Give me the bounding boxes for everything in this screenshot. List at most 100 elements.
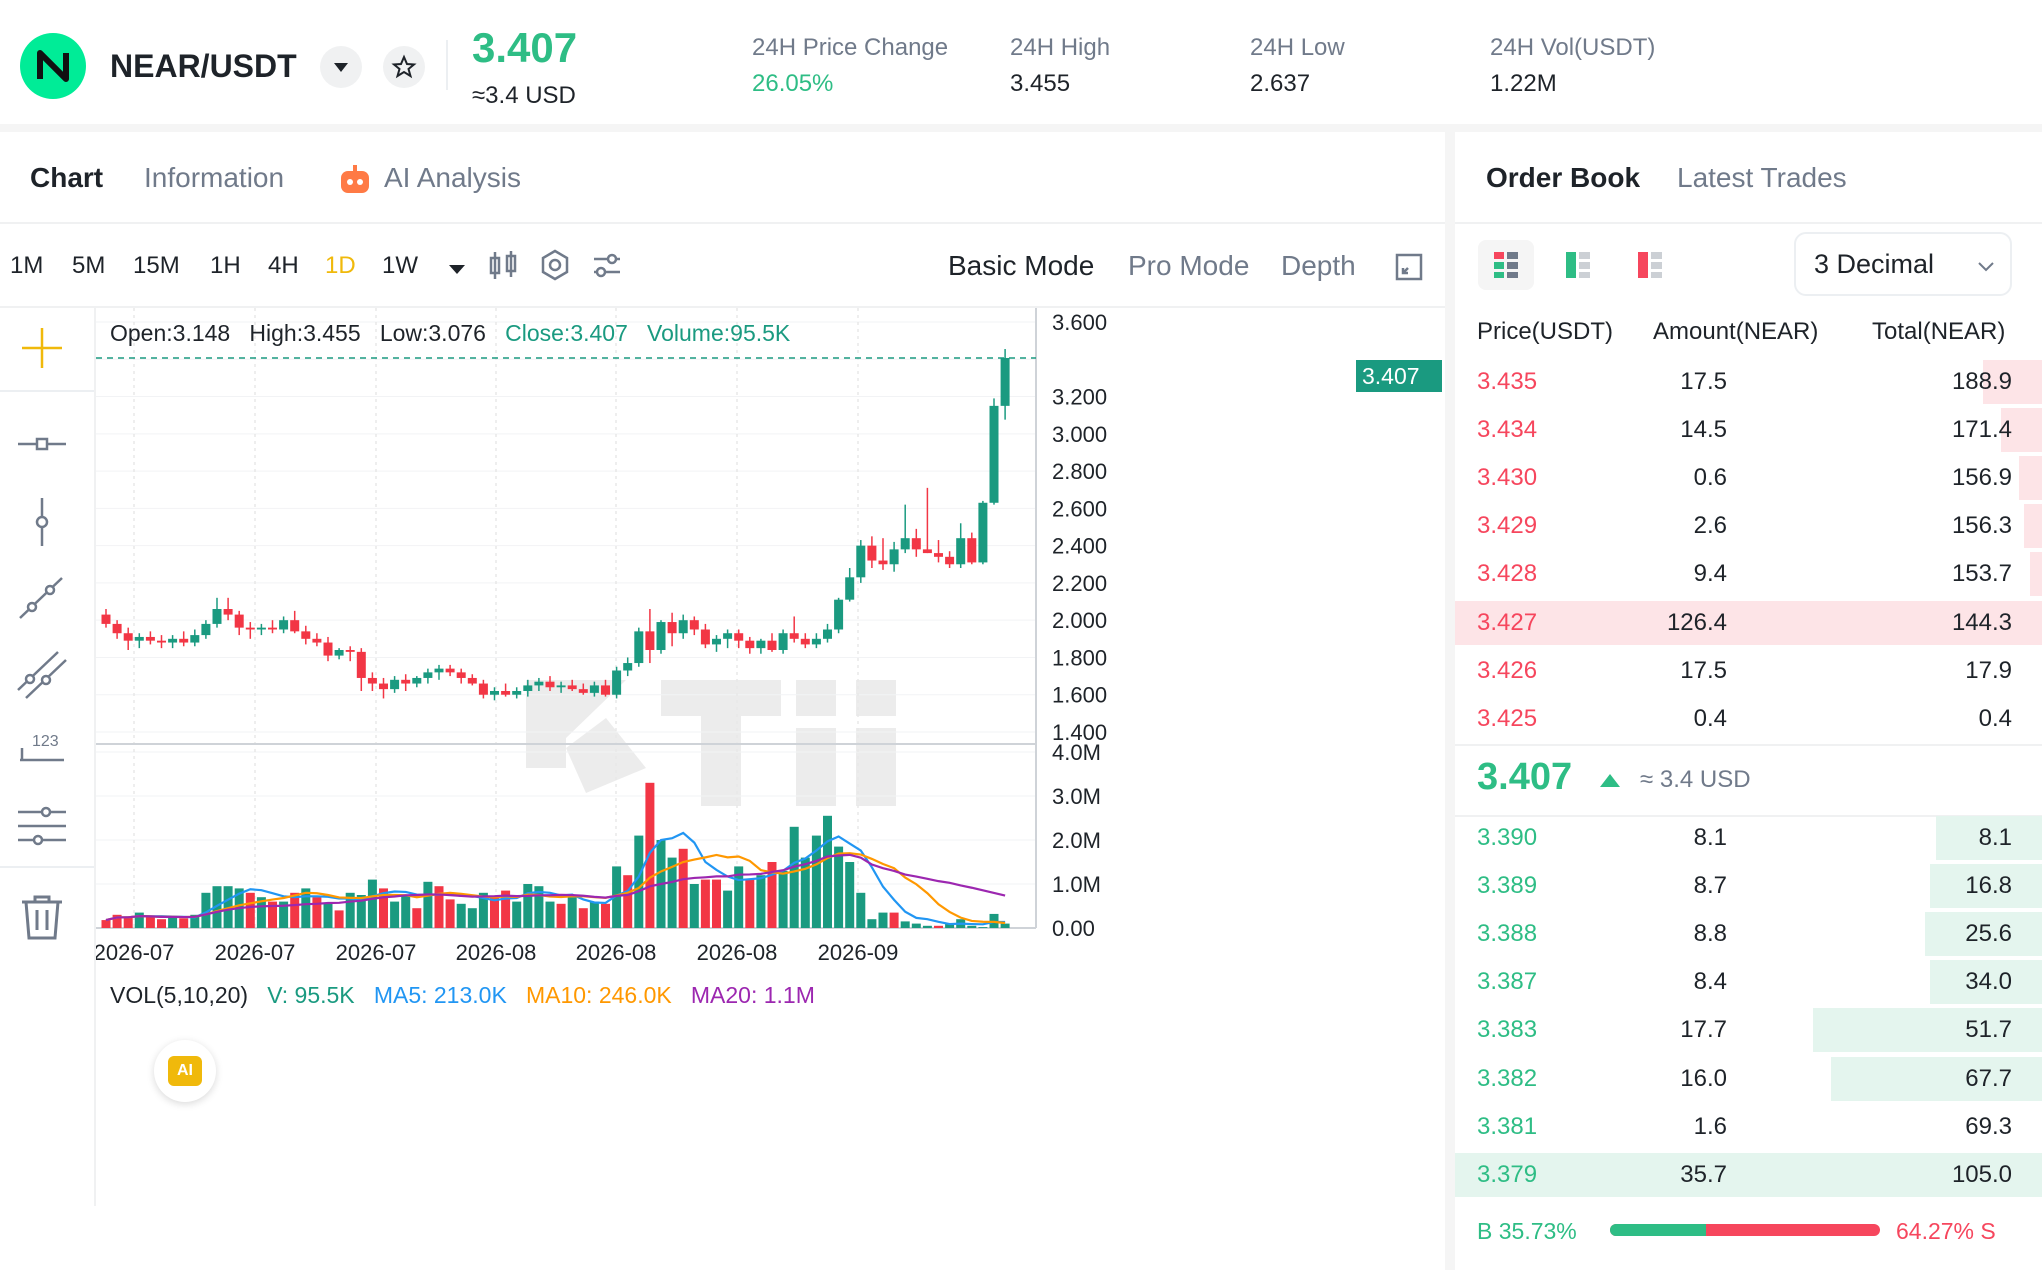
ask-depth-bar	[2000, 408, 2042, 453]
bid-row[interactable]: 3.381 1.6 69.3	[1455, 1103, 2042, 1151]
stat-label-high: 24H High	[1010, 34, 1111, 61]
volume-bar	[700, 879, 710, 928]
timeframe-1w[interactable]: 1W	[382, 252, 418, 279]
bid-row[interactable]: 3.390 8.1 8.1	[1455, 814, 2042, 862]
book-divider-top	[1455, 744, 2042, 746]
bid-row[interactable]: 3.387 8.4 34.0	[1455, 958, 2042, 1006]
pair-dropdown-button[interactable]	[320, 46, 362, 88]
candle-body	[312, 638, 322, 643]
candle-body	[290, 620, 300, 632]
bid-row[interactable]: 3.379 35.7 105.0	[1455, 1151, 2042, 1199]
timeframe-more-icon[interactable]	[446, 258, 468, 280]
price-chart[interactable]: 3.600 3.200 3.000 2.800 2.600 2.400 2.200 2.000…	[96, 308, 1445, 1268]
mode-depth[interactable]: Depth	[1281, 250, 1356, 281]
volume-bar	[390, 901, 400, 928]
decimal-select[interactable]: 3 Decimal	[1794, 232, 2012, 296]
timeframe-5m[interactable]: 5M	[72, 252, 106, 279]
timeframe-4h[interactable]: 4H	[268, 252, 299, 279]
tab-chart[interactable]: Chart	[30, 162, 104, 193]
col-price: Price(USDT)	[1477, 318, 1613, 345]
horizontal-line-tool-icon[interactable]	[16, 418, 68, 470]
ask-amount: 0.4	[1693, 704, 1727, 732]
bid-total: 69.3	[1965, 1112, 2012, 1140]
candle-body	[456, 672, 466, 678]
candle-type-icon[interactable]	[486, 248, 520, 282]
volume-bar	[667, 857, 677, 928]
pair-name[interactable]: NEAR/USDT	[110, 48, 297, 84]
bid-row[interactable]: 3.382 16.0 67.7	[1455, 1055, 2042, 1103]
volume-bar	[423, 881, 433, 928]
tab-order-book[interactable]: Order Book	[1486, 162, 1641, 193]
ask-row[interactable]: 3.426 17.5 17.9	[1455, 647, 2042, 695]
candle-body	[767, 640, 777, 650]
timeframe-1h[interactable]: 1H	[210, 252, 241, 279]
ask-amount: 126.4	[1666, 608, 1727, 636]
mode-pro[interactable]: Pro Mode	[1128, 250, 1250, 281]
favorite-star-icon[interactable]	[383, 46, 425, 88]
ask-row[interactable]: 3.425 0.4 0.4	[1455, 695, 2042, 743]
trend-line-tool-icon[interactable]	[16, 572, 68, 624]
ask-price: 3.430	[1477, 464, 1538, 492]
timeframe-1m[interactable]: 1M	[10, 252, 44, 279]
ai-badge: AI	[168, 1056, 202, 1086]
price-tick-label: 2.000	[1052, 608, 1107, 633]
indicator-settings-icon[interactable]	[538, 248, 572, 282]
candle-body	[789, 633, 799, 639]
ai-assistant-button[interactable]: AI	[154, 1040, 216, 1102]
timeframe-15m[interactable]: 15M	[133, 252, 180, 279]
volume-bar	[712, 879, 721, 928]
bid-row[interactable]: 3.388 8.8 25.6	[1455, 910, 2042, 958]
ask-row[interactable]: 3.435 17.5 188.9	[1455, 358, 2042, 406]
book-view-both-icon[interactable]	[1478, 240, 1534, 290]
book-view-asks-icon[interactable]	[1622, 240, 1678, 290]
volume-bar	[490, 897, 499, 928]
ai-robot-icon	[338, 163, 372, 197]
vertical-line-tool-icon[interactable]	[16, 496, 68, 548]
candle-body	[900, 538, 910, 550]
pair-divider	[446, 40, 448, 90]
book-view-bids-icon[interactable]	[1550, 240, 1606, 290]
ask-amount: 9.4	[1693, 560, 1727, 588]
volume-bar	[356, 895, 366, 928]
stat-label-low: 24H Low	[1250, 34, 1345, 61]
bid-amount: 1.6	[1693, 1112, 1727, 1140]
mode-basic[interactable]: Basic Mode	[948, 250, 1095, 281]
tab-latest-trades[interactable]: Latest Trades	[1677, 162, 1847, 193]
volume-bar	[279, 901, 289, 928]
timeframe-1d[interactable]: 1D	[325, 252, 356, 279]
col-amount: Amount(NEAR)	[1653, 318, 1819, 345]
tab-information[interactable]: Information	[144, 162, 285, 193]
chart-settings-icon[interactable]	[590, 248, 624, 282]
price-label-tool-icon[interactable]: 123	[16, 726, 68, 778]
candle-body	[534, 681, 544, 686]
volume-bar	[201, 892, 211, 928]
candle-body	[678, 620, 688, 634]
volume-bar	[900, 921, 910, 928]
volume-bar	[856, 892, 866, 928]
candle-body	[157, 640, 166, 643]
parallel-channel-tool-icon[interactable]	[16, 648, 68, 700]
bid-row[interactable]: 3.389 8.7 16.8	[1455, 862, 2042, 910]
trash-icon[interactable]	[16, 892, 68, 944]
fibonacci-tool-icon[interactable]	[16, 800, 68, 852]
pair-header: NEAR/USDT 3.407 ≈3.4 USD 24H Price Chang…	[0, 0, 2042, 124]
ask-row[interactable]: 3.427 126.4 144.3	[1455, 599, 2042, 647]
ask-row[interactable]: 3.429 2.6 156.3	[1455, 502, 2042, 550]
candle-body	[656, 622, 666, 650]
ask-row[interactable]: 3.430 0.6 156.9	[1455, 454, 2042, 502]
bid-price: 3.381	[1477, 1112, 1538, 1140]
candle-body	[412, 677, 422, 684]
ma20-line	[105, 853, 1006, 922]
ask-price: 3.427	[1477, 608, 1538, 636]
current-price-tag: 3.407	[1356, 360, 1442, 392]
candle-body	[845, 577, 855, 600]
volume-bar	[467, 908, 477, 928]
ohlc-volume: Volume:95.5K	[647, 320, 791, 346]
tab-ai-analysis[interactable]: AI Analysis	[384, 162, 521, 193]
ask-row[interactable]: 3.428 9.4 153.7	[1455, 550, 2042, 598]
bid-row[interactable]: 3.383 17.7 51.7	[1455, 1006, 2042, 1054]
fullscreen-icon[interactable]	[1394, 252, 1424, 282]
ask-row[interactable]: 3.434 14.5 171.4	[1455, 406, 2042, 454]
bid-total: 105.0	[1951, 1160, 2012, 1188]
crosshair-tool-icon[interactable]	[16, 322, 68, 374]
